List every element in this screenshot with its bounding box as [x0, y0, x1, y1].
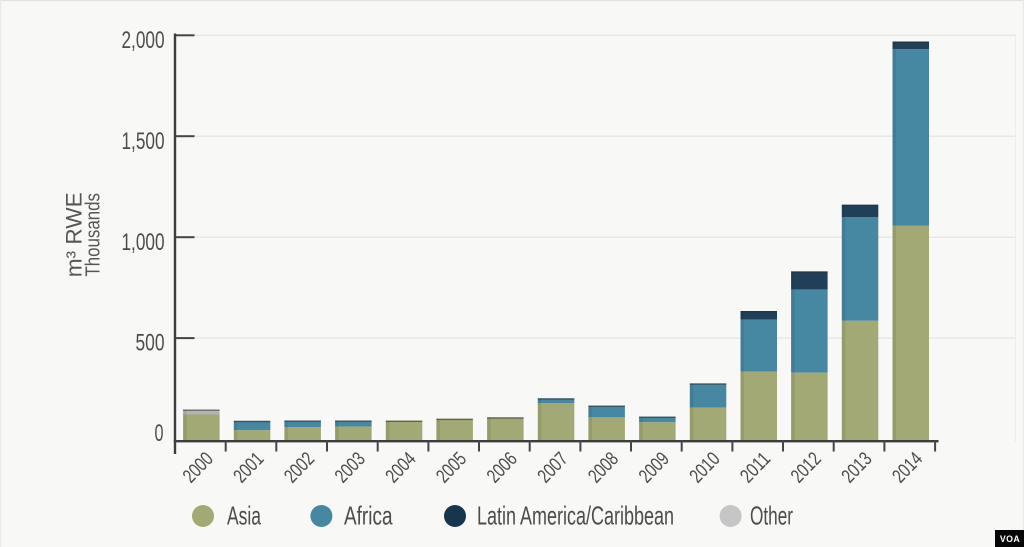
- svg-text:m³ RWE: m³ RWE: [62, 192, 87, 277]
- svg-text:Latin America/Caribbean: Latin America/Caribbean: [477, 501, 674, 531]
- svg-text:1,000: 1,000: [122, 229, 165, 256]
- svg-text:0: 0: [155, 420, 164, 447]
- svg-text:Other: Other: [750, 501, 793, 531]
- svg-text:1,500: 1,500: [122, 128, 165, 155]
- svg-text:500: 500: [136, 330, 165, 357]
- svg-text:Thousands: Thousands: [82, 193, 105, 276]
- svg-text:Asia: Asia: [227, 501, 261, 531]
- svg-text:Africa: Africa: [344, 501, 393, 531]
- svg-text:2,000: 2,000: [122, 27, 165, 54]
- svg-text:VOA: VOA: [1000, 534, 1021, 544]
